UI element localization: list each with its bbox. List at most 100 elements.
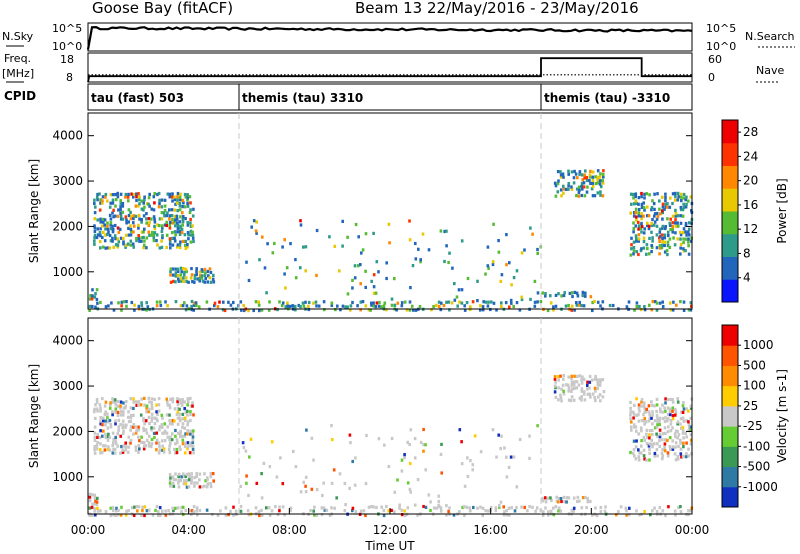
range-time-cell	[602, 390, 606, 394]
range-time-cell	[463, 304, 466, 308]
range-time-cell	[590, 187, 594, 191]
range-time-cell	[569, 399, 573, 403]
range-time-cell	[650, 245, 654, 249]
range-time-cell	[634, 445, 638, 449]
range-time-cell	[588, 386, 591, 390]
range-time-cell	[137, 400, 141, 404]
range-time-cell	[189, 410, 192, 414]
range-time-cell	[674, 208, 677, 212]
range-time-cell	[554, 194, 558, 198]
range-time-cell	[94, 499, 97, 503]
range-time-cell	[116, 226, 120, 230]
range-time-cell	[145, 202, 149, 206]
range-time-cell	[666, 406, 670, 410]
range-time-cell	[599, 185, 603, 189]
range-time-cell	[567, 386, 571, 390]
range-time-cell	[137, 425, 140, 429]
range-time-cell	[547, 513, 550, 517]
range-time-cell	[150, 442, 154, 446]
range-time-cell	[152, 215, 156, 219]
range-time-cell	[176, 198, 179, 202]
range-time-cell	[640, 404, 643, 408]
range-time-cell	[443, 229, 446, 234]
range-time-cell	[586, 383, 589, 387]
range-time-cell	[177, 485, 181, 489]
range-time-cell	[119, 422, 122, 427]
range-time-cell	[186, 429, 189, 433]
range-time-cell	[195, 509, 198, 513]
range-time-cell	[113, 214, 117, 218]
range-time-cell	[117, 513, 120, 517]
range-time-cell	[145, 308, 148, 312]
velocity-data-cells	[88, 374, 694, 518]
range-time-cell	[312, 458, 315, 462]
range-time-cell	[666, 454, 670, 458]
range-time-cell	[278, 509, 281, 513]
range-time-cell	[161, 233, 164, 238]
range-time-cell	[144, 428, 148, 432]
range-time-cell	[315, 304, 318, 308]
range-time-cell	[150, 403, 154, 408]
range-time-cell	[189, 444, 193, 448]
range-time-cell	[192, 510, 196, 514]
range-time-cell	[383, 443, 386, 447]
range-time-cell	[204, 479, 207, 483]
range-time-cell	[664, 225, 667, 229]
range-time-cell	[142, 418, 145, 423]
range-time-cell	[642, 214, 645, 218]
range-time-cell	[179, 479, 183, 483]
range-time-cell	[639, 451, 643, 455]
range-time-cell	[669, 419, 673, 423]
range-time-cell	[570, 508, 574, 512]
range-time-cell	[114, 403, 118, 407]
range-time-cell	[578, 374, 582, 378]
range-time-cell	[653, 442, 656, 446]
range-time-cell	[406, 506, 410, 510]
range-time-cell	[93, 239, 96, 243]
range-time-cell	[108, 448, 112, 452]
range-time-cell	[603, 509, 607, 513]
cpid-label: CPID	[4, 89, 36, 103]
range-time-cell	[669, 397, 673, 402]
range-time-cell	[127, 220, 130, 224]
range-time-cell	[365, 433, 368, 438]
range-time-cell	[572, 509, 575, 513]
range-time-cell	[112, 245, 115, 249]
range-time-cell	[632, 249, 636, 253]
range-time-cell	[640, 221, 643, 226]
range-time-cell	[198, 274, 202, 278]
range-time-cell	[179, 273, 183, 277]
range-time-cell	[267, 506, 271, 510]
range-time-cell	[689, 308, 693, 312]
range-time-cell	[185, 304, 189, 308]
range-time-cell	[656, 420, 659, 424]
range-time-cell	[637, 403, 641, 407]
range-time-cell	[684, 205, 688, 209]
range-time-cell	[181, 398, 184, 402]
range-time-cell	[680, 199, 683, 203]
range-time-cell	[671, 447, 675, 451]
range-time-cell	[209, 475, 213, 479]
range-time-cell	[99, 442, 102, 446]
range-time-cell	[126, 450, 130, 454]
range-time-cell	[121, 419, 125, 423]
range-time-cell	[635, 413, 638, 417]
range-time-cell	[666, 417, 670, 421]
range-time-cell	[99, 422, 102, 426]
range-time-cell	[176, 422, 180, 426]
range-time-cell	[104, 233, 107, 237]
range-time-cell	[283, 272, 286, 276]
range-time-cell	[567, 375, 570, 379]
range-time-cell	[385, 308, 388, 312]
range-time-cell	[95, 297, 99, 302]
range-time-cell	[299, 223, 303, 227]
range-time-cell	[201, 279, 205, 283]
range-time-cell	[447, 260, 450, 265]
range-time-cell	[142, 441, 146, 445]
range-time-cell	[554, 395, 558, 399]
range-time-cell	[552, 305, 555, 309]
range-time-cell	[186, 198, 189, 202]
range-time-cell	[153, 422, 157, 426]
range-time-cell	[671, 400, 675, 404]
range-time-cell	[188, 451, 192, 455]
